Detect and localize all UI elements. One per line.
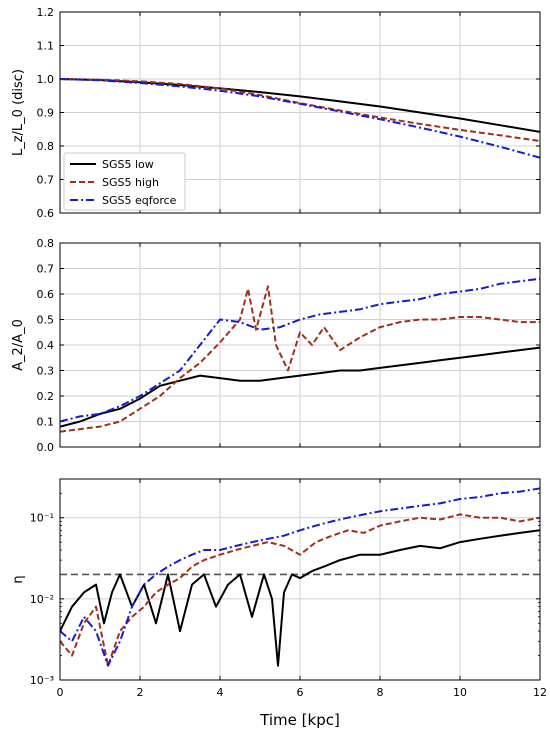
y-tick-label: 0.6 bbox=[37, 207, 55, 220]
series-line-sgs5-eqforce bbox=[60, 78, 540, 159]
series-line-sgs5-eqforce bbox=[60, 277, 540, 423]
x-tick-label: 2 bbox=[137, 686, 144, 699]
series-line-sgs5-high bbox=[60, 513, 540, 667]
panel-angular-momentum: 0.6 0.7 0.8 0.9 1.0 1.1 1.2 L_z/L_0 (disc) bbox=[11, 6, 541, 220]
plot-frame bbox=[59, 478, 541, 681]
y-tick-label: 10⁻³ bbox=[30, 674, 54, 687]
y-tick-label: 1.0 bbox=[37, 73, 55, 86]
y-tick-label: 1.1 bbox=[37, 40, 55, 53]
panel-eta: 0 2 4 6 8 10 12 10⁻³ 10⁻² 10⁻¹ η bbox=[11, 478, 547, 699]
series-line-sgs5-low bbox=[60, 529, 540, 667]
x-tick-label: 6 bbox=[297, 686, 304, 699]
y-tick-label: 0.5 bbox=[37, 314, 55, 327]
x-tick-label: 10 bbox=[453, 686, 467, 699]
y-tick-label: 1.2 bbox=[37, 6, 55, 19]
panel-bar-strength: 0.0 0.1 0.2 0.3 0.4 0.5 0.6 0.7 0.8 A_2/A_0 bbox=[11, 237, 541, 454]
series-line-sgs5-high bbox=[60, 285, 540, 433]
series-line-sgs5-eqforce bbox=[60, 487, 540, 667]
y-tick-label: 10⁻² bbox=[30, 593, 54, 606]
y-tick-label: 0.4 bbox=[37, 339, 55, 352]
plot-frame bbox=[59, 11, 541, 214]
y-tick-label: 10⁻¹ bbox=[30, 512, 54, 525]
y-tick-label: 0.7 bbox=[37, 263, 55, 276]
x-tick-label: 4 bbox=[217, 686, 224, 699]
y-tick-label: 0.8 bbox=[37, 237, 55, 250]
x-tick-label: 8 bbox=[377, 686, 384, 699]
x-tick-label: 0 bbox=[57, 686, 64, 699]
legend-label-high: SGS5 high bbox=[102, 176, 159, 189]
legend-label-eqforce: SGS5 eqforce bbox=[102, 194, 177, 207]
y-axis-label: L_z/L_0 (disc) bbox=[11, 69, 26, 156]
y-tick-label: 0.3 bbox=[37, 365, 55, 378]
y-axis-label: A_2/A_0 bbox=[11, 319, 26, 371]
legend: SGS5 low SGS5 high SGS5 eqforce bbox=[63, 152, 186, 211]
y-tick-label: 0.1 bbox=[37, 416, 55, 429]
y-tick-label: 0.6 bbox=[37, 288, 55, 301]
y-tick-label: 0.9 bbox=[37, 107, 55, 120]
x-tick-label: 12 bbox=[533, 686, 547, 699]
plot-frame bbox=[59, 242, 541, 448]
y-tick-label: 0.8 bbox=[37, 140, 55, 153]
legend-label-low: SGS5 low bbox=[102, 158, 154, 171]
y-tick-label: 0.0 bbox=[37, 441, 55, 454]
legend-frame bbox=[63, 152, 186, 211]
y-tick-label: 0.2 bbox=[37, 390, 55, 403]
y-tick-label: 0.7 bbox=[37, 174, 55, 187]
x-axis-label: Time [kpc] bbox=[259, 711, 340, 729]
series-line-sgs5-low bbox=[60, 346, 540, 428]
y-axis-label: η bbox=[11, 575, 26, 583]
